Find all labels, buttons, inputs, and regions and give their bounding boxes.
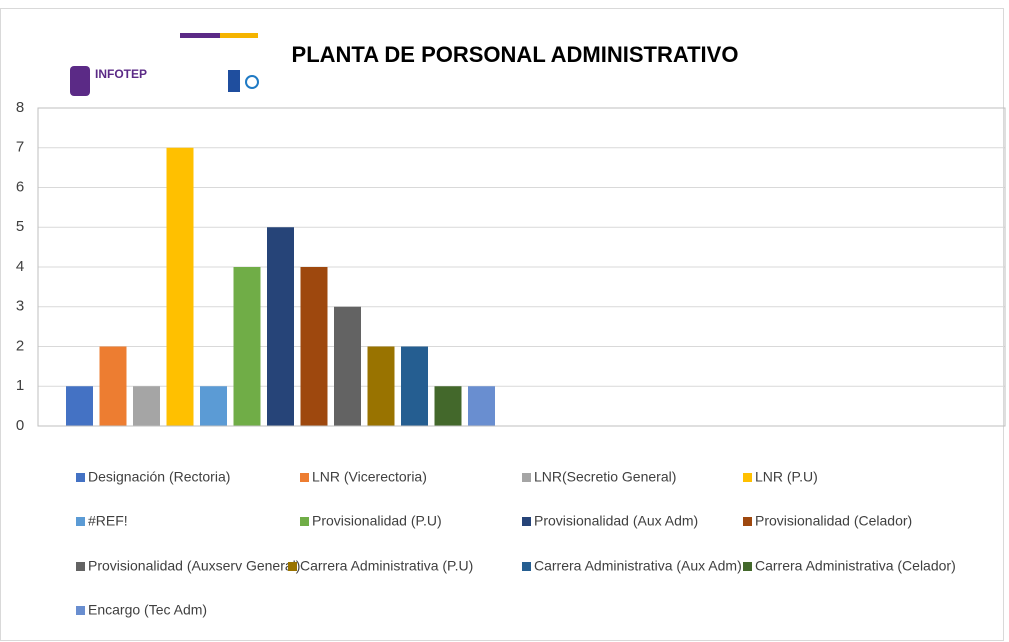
bar: [367, 346, 395, 426]
logo-text: INFOTEP: [95, 67, 147, 81]
y-tick-label: 2: [16, 337, 24, 354]
legend-label: Designación (Rectoria): [88, 469, 230, 485]
logo-icon: [228, 70, 240, 92]
legend-label: Carrera Administrativa (P.U): [300, 558, 473, 574]
legend-label: Provisionalidad (Celador): [755, 513, 912, 529]
legend-swatch: [76, 606, 85, 615]
bar: [267, 227, 294, 426]
legend-swatch: [300, 473, 309, 482]
legend-swatch: [288, 562, 297, 571]
y-tick-label: 6: [16, 178, 24, 195]
legend-label: LNR (P.U): [755, 469, 818, 485]
legend-label: LNR(Secretio General): [534, 469, 676, 485]
chart-border: [0, 8, 1004, 641]
bar: [468, 386, 495, 426]
legend-label: #REF!: [88, 513, 128, 529]
chart-title: PLANTA DE PORSONAL ADMINISTRATIVO: [292, 42, 739, 67]
bar: [401, 346, 428, 426]
legend-label: Encargo (Tec Adm): [88, 602, 207, 618]
bar: [334, 306, 361, 426]
bar: [99, 346, 127, 426]
y-tick-label: 1: [16, 377, 24, 394]
logo-stripe: [220, 33, 258, 38]
logo-icon: [245, 75, 259, 89]
legend-swatch: [76, 562, 85, 571]
legend-label: Carrera Administrativa (Celador): [755, 558, 956, 574]
bar: [300, 267, 328, 426]
legend-swatch: [743, 562, 752, 571]
legend-label: Provisionalidad (P.U): [312, 513, 442, 529]
bar: [434, 386, 462, 426]
y-tick-label: 8: [16, 99, 24, 116]
logo-icon: [70, 66, 90, 96]
legend-swatch: [76, 473, 85, 482]
y-tick-label: 0: [16, 417, 24, 434]
y-tick-label: 4: [16, 258, 24, 275]
legend-label: LNR (Vicerectoria): [312, 469, 427, 485]
y-tick-label: 7: [16, 139, 24, 156]
legend-label: Carrera Administrativa (Aux Adm): [534, 558, 742, 574]
legend-swatch: [522, 517, 531, 526]
y-tick-label: 5: [16, 218, 24, 235]
bar: [66, 386, 93, 426]
legend-swatch: [522, 473, 531, 482]
logo-stripe: [180, 33, 220, 38]
legend-label: Provisionalidad (Auxserv General): [88, 558, 300, 574]
legend-swatch: [522, 562, 531, 571]
bar: [200, 386, 227, 426]
legend-swatch: [300, 517, 309, 526]
legend-swatch: [743, 473, 752, 482]
y-tick-label: 3: [16, 298, 24, 315]
bar: [166, 147, 194, 426]
legend-label: Provisionalidad (Aux Adm): [534, 513, 698, 529]
bar: [133, 386, 160, 426]
legend-swatch: [743, 517, 752, 526]
bar: [233, 267, 261, 426]
legend-swatch: [76, 517, 85, 526]
